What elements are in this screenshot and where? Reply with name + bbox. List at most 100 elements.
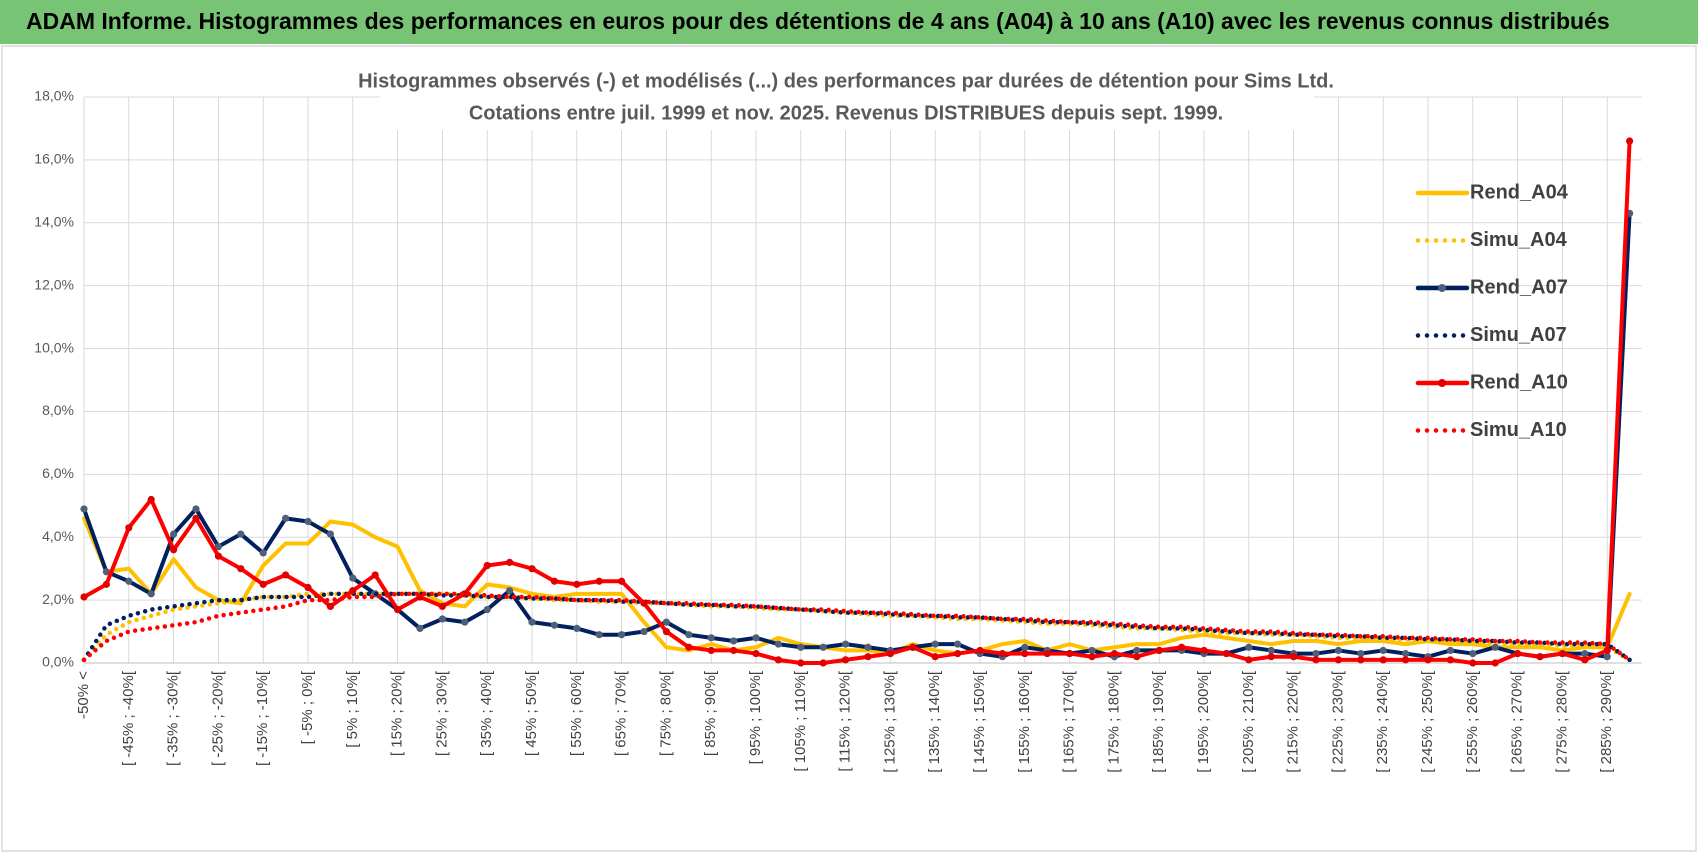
point-marker [1446, 656, 1454, 664]
point-marker [1267, 646, 1275, 655]
point-marker [483, 561, 491, 570]
point-marker [1491, 643, 1499, 651]
x-tick-label: [ 175% ; 180%[ [1105, 670, 1122, 773]
point-marker [954, 649, 962, 658]
point-marker [1626, 137, 1634, 145]
legend-marker [1438, 284, 1446, 292]
point-marker [685, 631, 693, 639]
point-marker [1334, 656, 1342, 664]
point-marker [170, 530, 178, 538]
point-marker [842, 656, 850, 664]
x-tick-label: [ 105% ; 110%[ [792, 670, 809, 771]
point-marker [774, 640, 783, 648]
x-tick-label: [ 165% ; 170%[ [1061, 670, 1078, 773]
point-marker [931, 653, 939, 661]
y-tick-label: 18,0% [34, 88, 74, 104]
point-marker [506, 558, 514, 566]
y-tick-label: 8,0% [42, 402, 74, 418]
point-marker [1021, 649, 1029, 658]
point-marker [259, 580, 267, 588]
point-marker [864, 653, 872, 661]
point-marker [954, 640, 962, 648]
chart-title: Histogrammes observés (-) et modélisés (… [358, 70, 1334, 92]
point-marker [102, 568, 110, 576]
point-marker [416, 624, 424, 633]
point-marker [192, 505, 200, 513]
point-marker [1133, 653, 1141, 661]
point-marker [304, 583, 312, 592]
point-marker [371, 571, 379, 579]
point-marker [976, 646, 984, 655]
point-marker [394, 605, 402, 614]
point-marker [438, 615, 446, 623]
x-tick-label: [ 275% ; 280%[ [1553, 670, 1570, 773]
y-tick-label: 6,0% [42, 465, 74, 481]
x-tick-label: [ 205% ; 210%[ [1240, 670, 1257, 773]
point-marker [349, 587, 357, 595]
title-backdrop [380, 66, 1314, 130]
point-marker [819, 643, 827, 651]
x-tick-label: [ 115% ; 120%[ [837, 670, 854, 771]
x-tick-label: [ -35% ; -30%[ [165, 670, 182, 766]
point-marker [237, 565, 245, 573]
legend-label: Rend_A10 [1470, 371, 1568, 393]
point-marker [1178, 643, 1186, 651]
point-marker [125, 524, 133, 532]
point-marker [1155, 646, 1163, 655]
point-marker [1312, 656, 1320, 664]
x-tick-label: [ 155% ; 160%[ [1016, 670, 1033, 773]
point-marker [1379, 656, 1387, 664]
y-tick-label: 4,0% [42, 528, 74, 544]
point-marker [483, 605, 491, 614]
point-marker [1245, 656, 1253, 664]
y-tick-label: 16,0% [34, 151, 74, 167]
x-tick-label: [ -45% ; -40%[ [120, 670, 137, 766]
series-line [82, 516, 1632, 656]
point-marker [1290, 653, 1298, 661]
point-marker [1581, 649, 1589, 658]
legend-label: Simu_A07 [1470, 324, 1567, 346]
point-marker [528, 618, 536, 626]
point-marker [1267, 653, 1275, 661]
point-marker [662, 627, 671, 636]
point-marker [1066, 649, 1074, 658]
point-marker [618, 631, 626, 639]
x-tick-label: [ 245% ; 250%[ [1419, 670, 1436, 773]
legend-label: Simu_A04 [1470, 229, 1568, 251]
x-tick-label: [ 95% ; 100%[ [747, 670, 764, 764]
x-tick-label: [ 25% ; 30%[ [433, 670, 450, 756]
point-marker [998, 649, 1007, 658]
point-marker [349, 574, 357, 582]
point-marker [1312, 649, 1320, 658]
point-marker [618, 577, 626, 585]
y-tick-label: 0,0% [42, 654, 74, 670]
point-marker [886, 649, 895, 658]
point-marker [326, 530, 334, 538]
point-marker [842, 640, 850, 648]
point-marker [752, 649, 760, 658]
chart-frame [1, 45, 1697, 852]
point-marker [774, 656, 783, 664]
point-marker [1558, 649, 1566, 658]
x-tick-label: [ 125% ; 130%[ [881, 670, 898, 773]
point-marker [192, 514, 200, 522]
point-marker [461, 618, 469, 626]
x-tick-label: [ 285% ; 290%[ [1598, 670, 1615, 773]
point-marker [573, 624, 581, 633]
x-tick-label: [ 55% ; 60%[ [568, 670, 585, 756]
x-tick-label: [ 235% ; 240%[ [1374, 670, 1391, 773]
point-marker [1200, 646, 1208, 655]
point-marker [1357, 656, 1365, 664]
point-marker [685, 643, 693, 651]
point-marker [214, 543, 222, 551]
x-tick-label: [ 135% ; 140%[ [926, 670, 943, 773]
point-marker [147, 590, 155, 598]
x-tick-label: [ 45% ; 50%[ [523, 670, 540, 756]
point-marker [1110, 649, 1118, 658]
point-marker [102, 580, 110, 588]
chart-subtitle: Cotations entre juil. 1999 et nov. 2025.… [469, 102, 1223, 124]
x-tick-label: [ 195% ; 200%[ [1195, 670, 1212, 773]
point-marker [662, 618, 671, 626]
legend-label: Rend_A07 [1470, 276, 1568, 298]
